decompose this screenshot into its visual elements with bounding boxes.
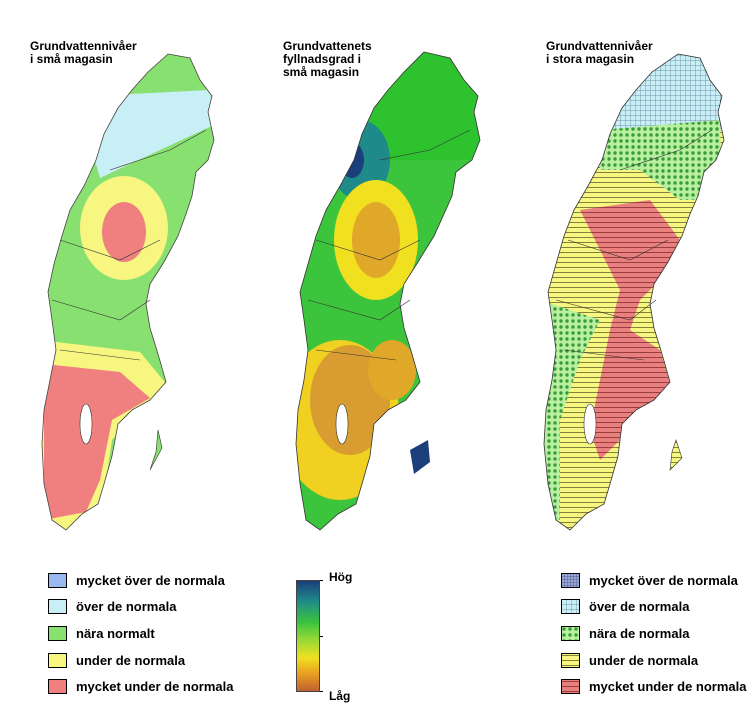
map-title-large-levels: Grundvattennivåer i stora magasin bbox=[546, 39, 653, 66]
legend-swatch bbox=[48, 652, 67, 668]
legend-label: nära de normala bbox=[589, 625, 690, 641]
legend-label: under de normala bbox=[76, 652, 186, 668]
map-small-aquifers bbox=[41, 53, 215, 531]
legend-swatch-dense-grid bbox=[561, 572, 580, 588]
fill-degree-color-ramp bbox=[296, 580, 320, 692]
legend-label: över de normala bbox=[76, 598, 177, 614]
legend-label: mycket under de normala bbox=[589, 678, 747, 694]
legend-item: under de normala bbox=[561, 652, 698, 668]
legend-item: under de normala bbox=[48, 652, 185, 668]
ramp-tick bbox=[320, 580, 323, 581]
legend-label: under de normala bbox=[589, 652, 699, 668]
map-title-fill-degree: Grundvattenets fyllnadsgrad i små magasi… bbox=[283, 39, 372, 79]
legend-item: över de normala bbox=[48, 598, 176, 614]
legend-small-aquifers: mycket över de normala över de normala n… bbox=[48, 572, 268, 702]
legend-swatch bbox=[48, 625, 67, 641]
ramp-low-label: Låg bbox=[329, 689, 351, 703]
legend-label: nära normalt bbox=[76, 625, 155, 641]
map-large-aquifers bbox=[543, 53, 725, 531]
legend-swatch bbox=[48, 678, 67, 694]
ramp-tick bbox=[320, 691, 323, 692]
legend-label: mycket över de normala bbox=[589, 572, 738, 588]
legend-item: över de normala bbox=[561, 598, 689, 614]
legend-item: mycket under de normala bbox=[48, 678, 234, 694]
legend-swatch bbox=[48, 572, 67, 588]
legend-label: över de normala bbox=[589, 598, 690, 614]
legend-item: mycket över de normala bbox=[48, 572, 225, 588]
legend-swatch bbox=[48, 598, 67, 614]
ramp-tick bbox=[320, 636, 323, 637]
legend-swatch-hlines-yellow bbox=[561, 652, 580, 668]
legend-swatch-hlines-red bbox=[561, 678, 580, 694]
legend-swatch-grid bbox=[561, 598, 580, 614]
legend-swatch-dots bbox=[561, 625, 580, 641]
legend-item: mycket över de normala bbox=[561, 572, 738, 588]
legend-item: nära de normala bbox=[561, 625, 689, 641]
map-fill-degree bbox=[295, 51, 481, 531]
legend-label: mycket över de normala bbox=[76, 572, 225, 588]
ramp-high-label: Hög bbox=[329, 570, 353, 584]
legend-item: mycket under de normala bbox=[561, 678, 747, 694]
legend-item: nära normalt bbox=[48, 625, 155, 641]
legend-label: mycket under de normala bbox=[76, 678, 234, 694]
map-title-small-levels: Grundvattennivåer i små magasin bbox=[30, 39, 137, 66]
legend-large-aquifers: mycket över de normala över de normala n… bbox=[561, 572, 756, 702]
